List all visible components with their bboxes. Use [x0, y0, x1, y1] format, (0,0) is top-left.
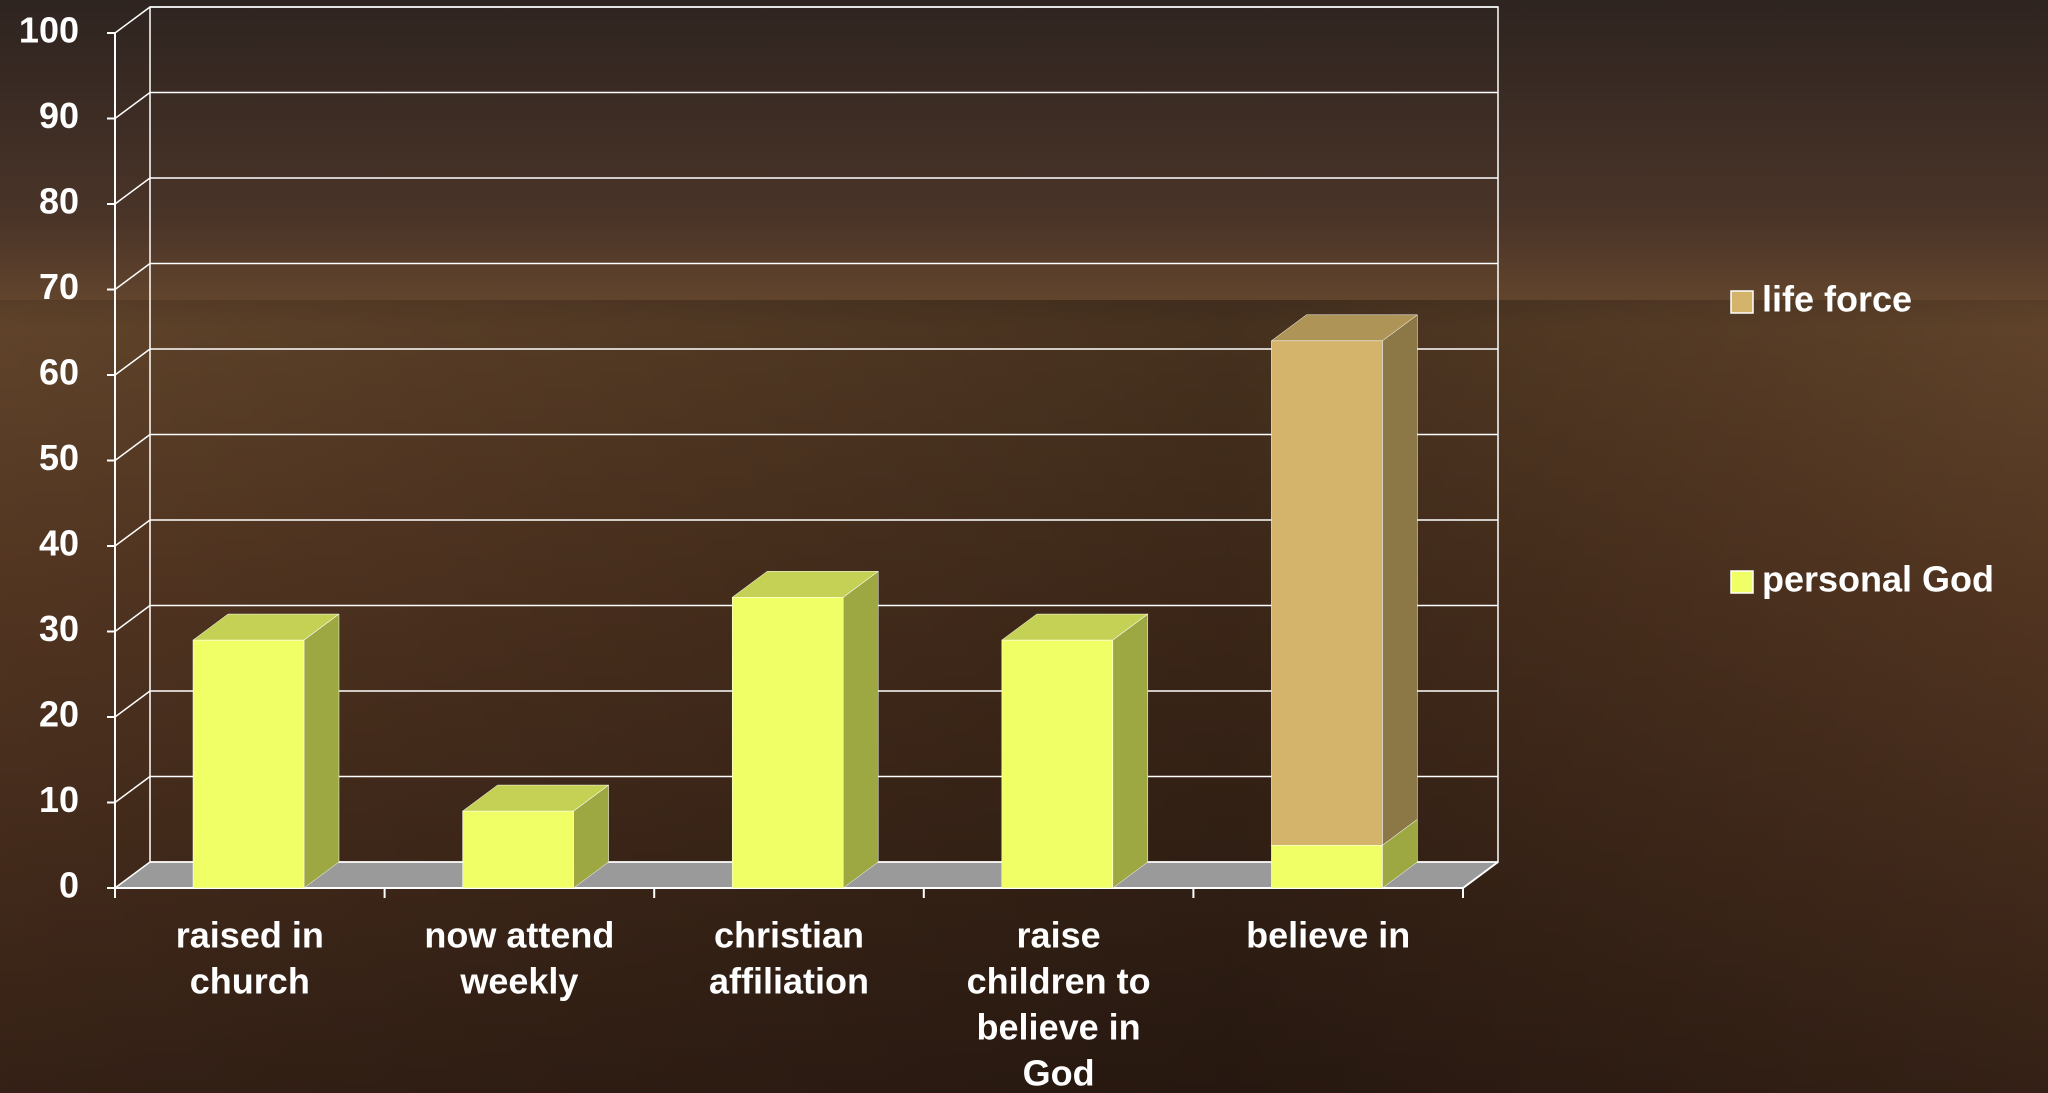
bar-side	[1112, 613, 1148, 641]
x-tick-label: raise	[1017, 915, 1101, 956]
bar	[462, 810, 574, 889]
legend-swatch	[1730, 290, 1754, 314]
bar-top	[1270, 314, 1419, 342]
y-tick-label: 10	[39, 779, 79, 820]
x-tick-label: christian	[714, 915, 864, 956]
grid-line-side	[114, 348, 151, 376]
bar-side	[303, 613, 340, 889]
bar-side	[1112, 613, 1149, 889]
y-tick-label: 50	[39, 437, 79, 478]
x-tick-label: church	[190, 961, 310, 1002]
x-tick-label: affiliation	[709, 961, 869, 1002]
x-tick-label: now attend	[424, 915, 614, 956]
y-tick-label: 80	[39, 181, 79, 222]
x-tick-label: believe in	[1246, 915, 1410, 956]
grid-line-side	[114, 775, 151, 804]
x-axis-back	[1462, 861, 1499, 889]
x-tick-label: weekly	[459, 961, 578, 1002]
bar	[1001, 639, 1114, 889]
y-tick-label: 90	[39, 95, 79, 136]
x-tick-label: believe in	[977, 1007, 1141, 1048]
y-tick-label: 30	[39, 608, 79, 649]
x-tick-label: raised in	[176, 915, 324, 956]
bar-side	[843, 571, 879, 598]
grid-line-side	[114, 91, 151, 120]
grid-line-side	[114, 519, 151, 547]
bar-side	[573, 784, 609, 812]
grid-line-side	[114, 177, 151, 205]
grid-line-side	[114, 604, 151, 633]
x-tick-label: God	[1023, 1053, 1095, 1093]
y-tick-label: 20	[39, 694, 79, 735]
bar	[1271, 845, 1383, 889]
legend-label: life force	[1762, 279, 1912, 320]
bar-side	[842, 570, 879, 889]
grid-line-side	[114, 262, 151, 291]
bar	[192, 639, 305, 889]
bar-side	[303, 613, 340, 641]
bar	[731, 597, 844, 889]
bar-side	[1382, 314, 1418, 846]
y-tick-label: 60	[39, 352, 79, 393]
grid-line-side	[114, 690, 151, 718]
legend-swatch	[1730, 570, 1754, 594]
grid-line-side	[114, 6, 151, 34]
y-tick-label: 70	[39, 266, 79, 307]
y-tick-label: 100	[19, 10, 79, 51]
x-tick-label: children to	[967, 961, 1151, 1002]
y-tick-label: 0	[59, 865, 79, 906]
legend-label: personal God	[1762, 559, 1994, 600]
bar	[1271, 340, 1383, 846]
y-tick-label: 40	[39, 523, 79, 564]
grid-line-side	[114, 861, 151, 889]
grid-line-side	[114, 433, 151, 462]
